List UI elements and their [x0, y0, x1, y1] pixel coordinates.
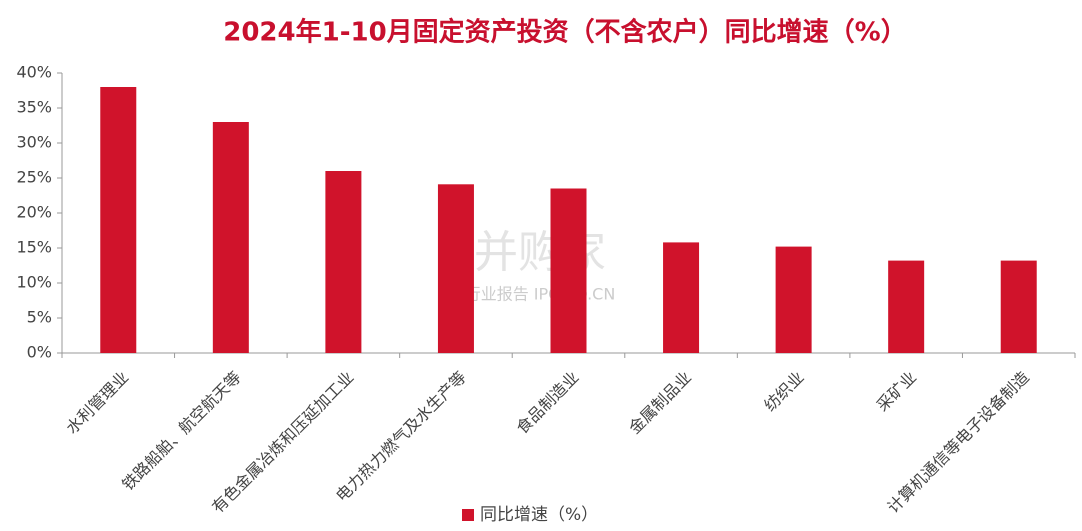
- y-tick-label: 20%: [16, 203, 52, 222]
- y-tick-label: 5%: [27, 308, 52, 327]
- y-tick-label: 40%: [16, 63, 52, 82]
- y-tick-label: 35%: [16, 98, 52, 117]
- x-tick-label: 金属制品业: [625, 368, 695, 438]
- x-tick-label: 食品制造业: [512, 368, 582, 438]
- x-tick-label: 纺织业: [760, 368, 807, 415]
- x-tick-label: 采矿业: [873, 368, 920, 415]
- bar: [212, 122, 249, 353]
- x-tick-label: 水利管理业: [62, 368, 132, 438]
- y-tick-label: 0%: [27, 343, 52, 362]
- bar: [550, 188, 587, 353]
- y-tick-label: 15%: [16, 238, 52, 257]
- bar: [663, 242, 700, 353]
- y-tick-label: 25%: [16, 168, 52, 187]
- bar: [437, 184, 474, 353]
- chart-title: 2024年1-10月固定资产投资（不含农户）同比增速（%）: [223, 17, 906, 48]
- y-tick-label: 30%: [16, 133, 52, 152]
- x-tick-label: 电力热力燃气及水生产等: [332, 368, 470, 506]
- bar: [325, 171, 362, 353]
- y-tick-label: 10%: [16, 273, 52, 292]
- bar: [1000, 260, 1037, 353]
- bar: [775, 246, 812, 353]
- bar: [888, 260, 925, 353]
- watermark-sub: 行业报告 IPOIPO.CN: [465, 285, 616, 304]
- legend-label: 同比增速（%）: [480, 505, 598, 525]
- x-tick-label: 铁路船舶、航空航天等: [118, 368, 245, 495]
- bar: [100, 87, 137, 353]
- legend-swatch: [462, 509, 474, 521]
